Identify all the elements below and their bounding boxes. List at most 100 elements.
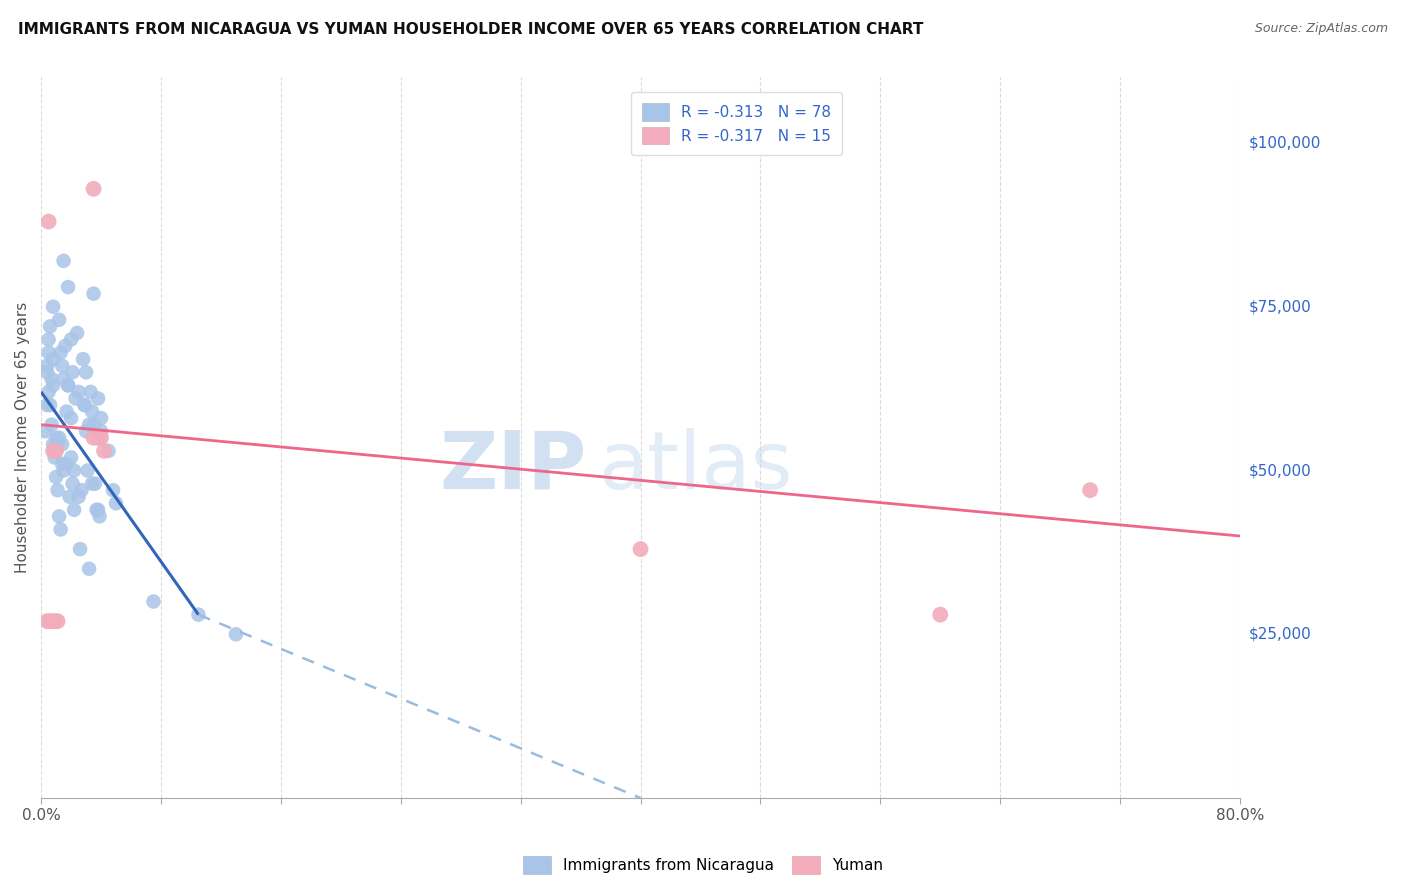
Point: [187, 607, 209, 622]
Point: [66, 326, 89, 340]
Point: [65, 392, 87, 406]
Point: [38, 345, 60, 359]
Point: [56, 280, 79, 294]
Point: [63, 503, 86, 517]
Point: [51, 457, 73, 471]
Point: [72, 352, 94, 367]
Point: [37, 614, 59, 628]
Point: [84, 476, 107, 491]
Point: [42, 352, 65, 367]
Point: [60, 333, 83, 347]
Point: [42, 443, 65, 458]
Point: [34, 424, 56, 438]
Point: [39, 398, 62, 412]
Point: [105, 496, 128, 510]
Point: [39, 614, 62, 628]
Point: [42, 437, 65, 451]
Point: [37, 359, 59, 373]
Point: [75, 365, 97, 379]
Point: [42, 378, 65, 392]
Point: [86, 503, 108, 517]
Point: [53, 339, 76, 353]
Point: [58, 490, 80, 504]
Point: [38, 214, 60, 228]
Point: [44, 443, 66, 458]
Text: IMMIGRANTS FROM NICARAGUA VS YUMAN HOUSEHOLDER INCOME OVER 65 YEARS CORRELATION : IMMIGRANTS FROM NICARAGUA VS YUMAN HOUSE…: [18, 22, 924, 37]
Point: [55, 457, 77, 471]
Text: $100,000: $100,000: [1249, 136, 1320, 151]
Point: [79, 384, 101, 399]
Point: [83, 431, 105, 445]
Point: [90, 411, 112, 425]
Point: [48, 431, 70, 445]
Point: [55, 404, 77, 418]
Point: [56, 378, 79, 392]
Point: [929, 607, 952, 622]
Point: [60, 450, 83, 465]
Point: [87, 392, 110, 406]
Point: [101, 483, 124, 498]
Point: [37, 398, 59, 412]
Point: [1078, 483, 1101, 498]
Point: [87, 431, 110, 445]
Point: [69, 542, 91, 557]
Point: [38, 333, 60, 347]
Point: [75, 424, 97, 438]
Point: [39, 319, 62, 334]
Point: [46, 614, 69, 628]
Text: ZIP: ZIP: [439, 427, 586, 506]
Point: [89, 509, 111, 524]
Point: [70, 483, 93, 498]
Point: [44, 614, 66, 628]
Point: [46, 483, 69, 498]
Point: [41, 372, 63, 386]
Point: [56, 378, 79, 392]
Point: [62, 365, 84, 379]
Point: [51, 359, 73, 373]
Point: [37, 365, 59, 379]
Point: [38, 384, 60, 399]
Point: [77, 417, 100, 432]
Y-axis label: Householder Income Over 65 years: Householder Income Over 65 years: [15, 302, 30, 574]
Point: [44, 450, 66, 465]
Point: [45, 470, 67, 484]
Point: [48, 313, 70, 327]
Point: [73, 398, 96, 412]
Point: [51, 437, 73, 451]
Text: $25,000: $25,000: [1249, 627, 1310, 641]
Point: [67, 384, 90, 399]
Point: [42, 300, 65, 314]
Point: [63, 463, 86, 477]
Point: [62, 476, 84, 491]
Point: [93, 443, 115, 458]
Text: atlas: atlas: [599, 427, 793, 506]
Point: [76, 463, 98, 477]
Point: [142, 594, 165, 608]
Point: [97, 443, 120, 458]
Point: [52, 372, 75, 386]
Text: $75,000: $75,000: [1249, 299, 1310, 314]
Point: [67, 490, 90, 504]
Point: [630, 542, 652, 557]
Text: $50,000: $50,000: [1249, 463, 1310, 478]
Point: [80, 404, 103, 418]
Text: Source: ZipAtlas.com: Source: ZipAtlas.com: [1254, 22, 1388, 36]
Point: [52, 253, 75, 268]
Point: [41, 614, 63, 628]
Point: [80, 476, 103, 491]
Point: [83, 286, 105, 301]
Point: [49, 523, 72, 537]
Point: [60, 411, 83, 425]
Point: [45, 443, 67, 458]
Point: [49, 345, 72, 359]
Point: [77, 562, 100, 576]
Point: [48, 509, 70, 524]
Point: [83, 417, 105, 432]
Point: [73, 398, 96, 412]
Point: [225, 627, 247, 641]
Point: [52, 463, 75, 477]
Point: [87, 503, 110, 517]
Point: [90, 424, 112, 438]
Point: [90, 431, 112, 445]
Point: [45, 431, 67, 445]
